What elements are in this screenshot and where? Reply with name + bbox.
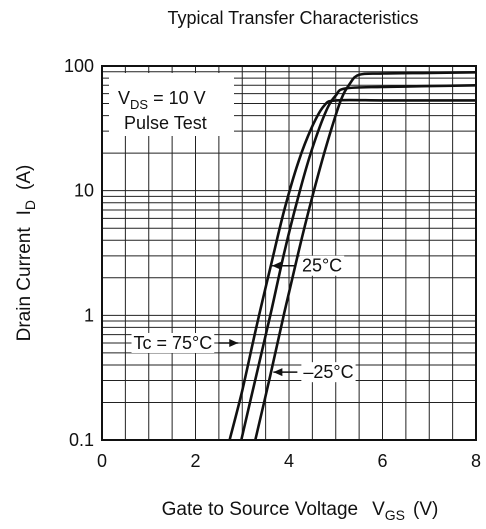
annotation-label: –25°C: [303, 362, 353, 382]
chart-title: Typical Transfer Characteristics: [167, 8, 418, 28]
y-tick-label: 10: [74, 181, 94, 201]
annotation-label-bg: [131, 332, 215, 353]
x-tick-label: 4: [284, 451, 294, 471]
x-axis-label: Gate to Source Voltage VGS (V): [162, 499, 439, 523]
conditions-legend: VDS = 10 V Pulse Test: [109, 73, 234, 136]
series-line-1: [240, 84, 477, 441]
x-tick-label: 0: [97, 451, 107, 471]
conditions-pulse: Pulse Test: [124, 113, 207, 133]
annotation-arrow-head: [229, 338, 239, 347]
conditions-vds: VDS = 10 V: [118, 88, 206, 112]
annotation-arrow-head: [273, 368, 283, 377]
y-tick-labels: 0.1 1 10 100: [64, 56, 94, 450]
x-tick-label: 6: [377, 451, 387, 471]
plot-frame: [101, 65, 477, 441]
series-line-0: [228, 98, 476, 441]
series-annotations: Tc = 75°C 25°C –25°C: [131, 255, 356, 383]
annotation-arrow-head: [271, 261, 281, 270]
y-axis-label: Drain CurrentID(A): [14, 165, 38, 342]
annotation-label: 25°C: [302, 256, 342, 276]
x-tick-label: 2: [190, 451, 200, 471]
annotation-label-bg: [299, 255, 345, 276]
annotation-label: Tc = 75°C: [134, 333, 213, 353]
y-tick-label: 100: [64, 56, 94, 76]
x-tick-labels: 0 2 4 6 8: [97, 451, 481, 471]
x-tick-label: 8: [471, 451, 481, 471]
series-curves: [228, 71, 477, 441]
y-tick-label: 1: [84, 305, 94, 325]
y-tick-label: 0.1: [69, 430, 94, 450]
annotation-label-bg: [301, 362, 356, 383]
series-line-2: [254, 71, 477, 441]
conditions-box: [109, 73, 234, 136]
